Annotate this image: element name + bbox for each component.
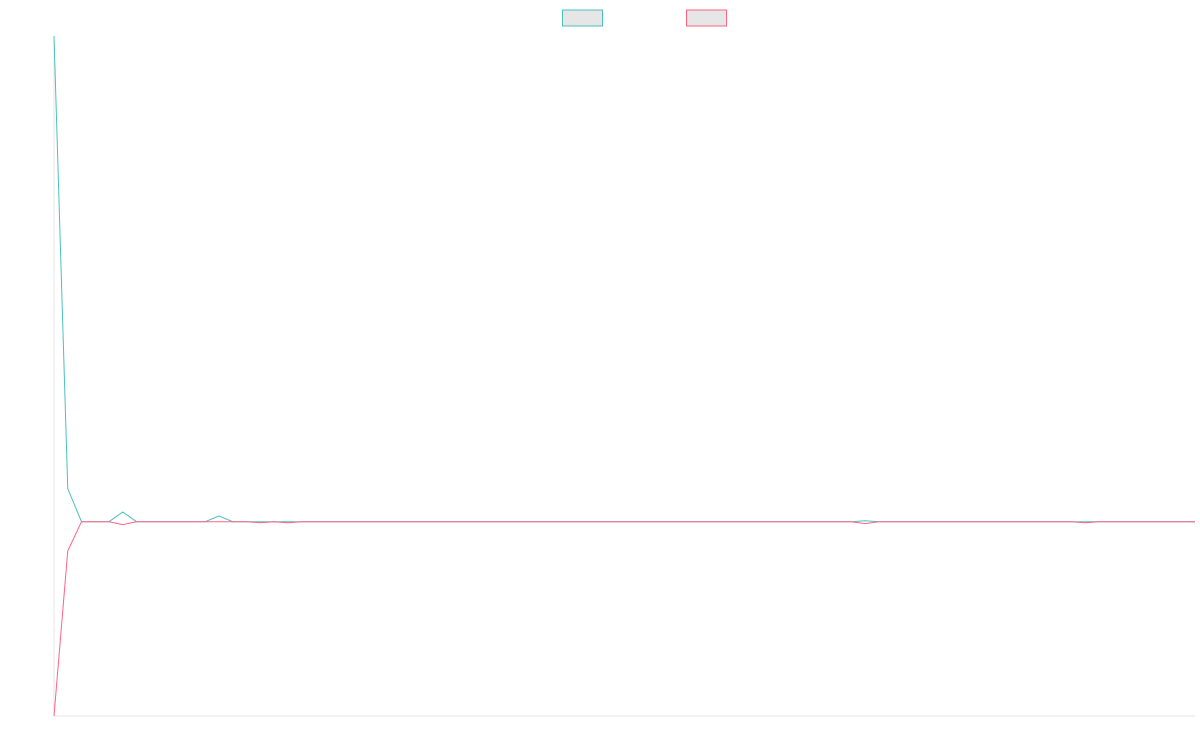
plot-area bbox=[53, 35, 1195, 717]
legend-item-2 bbox=[686, 9, 727, 27]
legend bbox=[562, 9, 727, 27]
series-line-1 bbox=[53, 35, 1195, 523]
legend-swatch bbox=[562, 9, 603, 27]
series-line-2 bbox=[53, 521, 1195, 717]
axes bbox=[53, 36, 1195, 717]
legend-item-1 bbox=[562, 9, 603, 27]
legend-swatch bbox=[686, 9, 727, 27]
